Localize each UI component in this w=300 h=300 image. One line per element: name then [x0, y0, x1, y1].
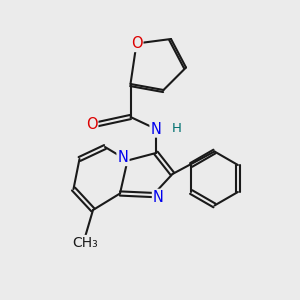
Text: CH₃: CH₃ — [73, 236, 98, 250]
Text: H: H — [172, 122, 182, 136]
Text: O: O — [131, 36, 142, 51]
Text: N: N — [118, 150, 128, 165]
Text: O: O — [86, 117, 97, 132]
Text: N: N — [153, 190, 164, 205]
Text: N: N — [151, 122, 161, 136]
